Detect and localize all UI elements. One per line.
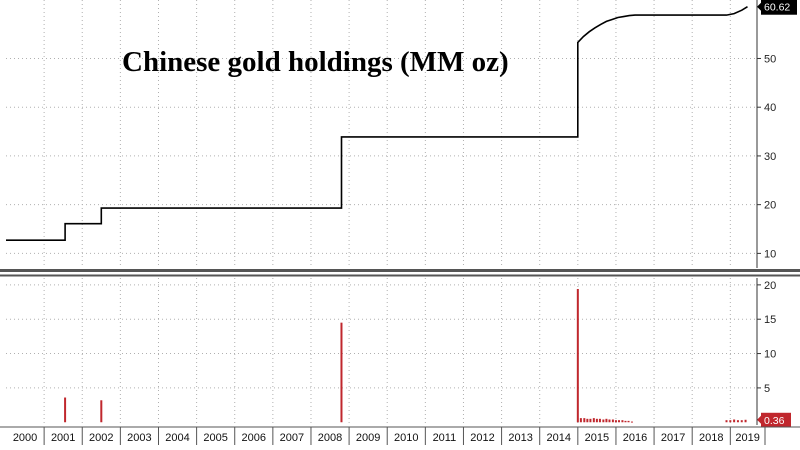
x-tick-label: 2010 [394,432,418,444]
change-bar [744,419,747,423]
x-tick-label: 2015 [585,432,609,444]
x-tick-label: 2003 [127,432,151,444]
y-tick-label-top: 50 [764,53,776,65]
y-tick-label-top: 20 [764,200,776,212]
x-tick-label: 2006 [242,432,266,444]
top-panel: 60.62 [6,0,797,241]
chart-title: Chinese gold holdings (MM oz) [122,46,509,78]
last-value-badge-bottom [761,412,791,427]
change-bar [602,419,605,423]
change-bar [611,419,614,423]
change-bar [100,400,103,423]
x-tick-label: 2013 [508,432,532,444]
change-bar [627,420,630,423]
x-tick-label: 2008 [318,432,342,444]
x-tick-label: 2017 [661,432,685,444]
change-bar [579,418,582,423]
last-value-badge-pointer-bottom [757,414,762,425]
change-bar [608,419,611,423]
y-tick-label-top: 30 [764,151,776,163]
y-tick-label-bottom: 10 [764,349,776,361]
bottom-panel: 0.36 [64,288,791,427]
x-tick-label: 2004 [165,432,189,444]
change-bar [621,420,624,423]
x-tick-label: 2009 [356,432,380,444]
y-tick-label-bottom: 15 [764,314,776,326]
x-tick-label: 2001 [51,432,75,444]
last-value-badge-pointer-top [757,1,762,12]
x-tick-label: 2005 [203,432,227,444]
x-tick-label: 2007 [280,432,304,444]
y-tick-label-top: 10 [764,248,776,260]
change-bar [598,418,601,423]
change-bar [605,418,608,423]
change-bar [733,419,736,423]
change-bar [592,418,595,423]
change-bar [617,420,620,423]
change-bar [595,418,598,423]
change-bar [340,322,343,423]
x-tick-label: 2018 [699,432,723,444]
last-value-label-top: 60.62 [764,2,790,14]
x-tick-label: 2019 [735,432,759,444]
change-bar [589,418,592,423]
change-bar [586,418,589,423]
change-bar [740,420,743,423]
x-tick-label: 2014 [547,432,571,444]
gold-holdings-line [6,6,748,241]
x-tick-label: 2011 [433,432,457,444]
change-bar [630,421,633,423]
x-tick-label: 2016 [623,432,647,444]
change-bar [583,418,586,423]
last-value-label-bottom: 0.36 [764,415,785,427]
x-tick-label: 2000 [13,432,37,444]
change-bar [576,288,579,423]
y-tick-label-top: 40 [764,102,776,114]
change-bar [614,420,617,423]
x-tick-label: 2012 [470,432,494,444]
y-tick-label-bottom: 5 [764,383,770,395]
last-value-badge-top [761,0,797,15]
change-bar [736,420,739,423]
y-tick-label-bottom: 20 [764,280,776,292]
change-bar [725,420,728,423]
change-bar [64,397,67,423]
change-bar [624,420,627,423]
change-bar [729,420,732,423]
x-tick-label: 2002 [89,432,113,444]
